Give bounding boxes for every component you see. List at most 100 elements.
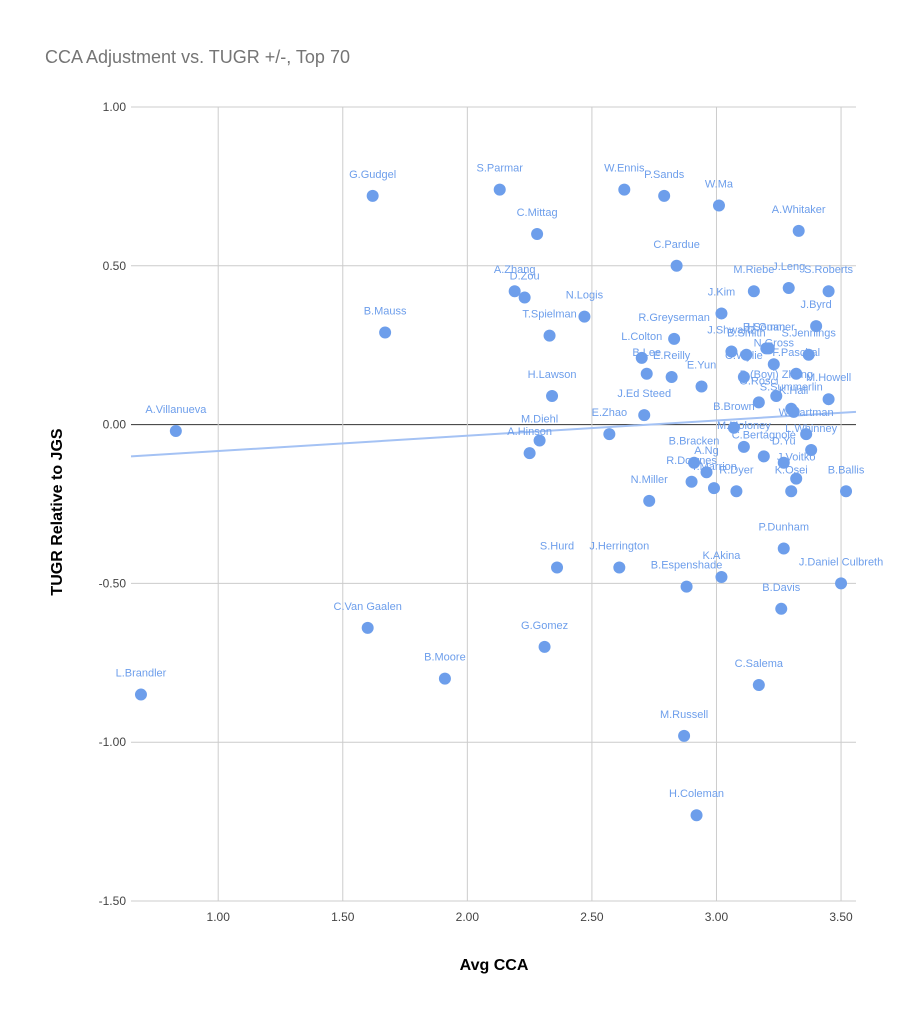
gridlines <box>131 106 856 902</box>
point-marker <box>775 602 788 615</box>
point-marker <box>638 409 651 422</box>
point-marker <box>640 367 653 380</box>
point-marker <box>169 424 182 437</box>
point-marker <box>670 259 683 272</box>
data-point: P.Dunham <box>758 521 809 555</box>
point-label: A.Zhang <box>494 264 536 276</box>
point-label: G.Rosci <box>739 375 778 387</box>
data-point: M.Riebe <box>733 264 774 298</box>
point-label: T.Spielman <box>522 309 576 321</box>
data-point: D.Yu <box>772 436 796 469</box>
point-marker <box>777 456 790 469</box>
point-marker <box>678 729 691 742</box>
point-label: W.Ma <box>705 178 734 190</box>
data-point: J.Ed Steed <box>617 388 671 422</box>
point-marker <box>800 428 813 441</box>
data-point: H.Lawson <box>528 369 577 403</box>
point-label: M.Diehl <box>521 413 558 425</box>
point-marker <box>805 444 818 457</box>
data-point: S.Jennings <box>781 328 836 361</box>
point-label: B.Ballis <box>828 464 865 476</box>
data-point: F.Paschal <box>772 347 820 380</box>
data-point: B.Smith <box>727 328 766 361</box>
point-marker <box>822 285 835 298</box>
x-tick-label: 1.00 <box>207 910 231 924</box>
point-marker <box>782 282 795 295</box>
point-label: E.Zhao <box>592 407 627 419</box>
point-label: B.Brown <box>713 401 755 413</box>
point-label: M.Howell <box>806 372 851 384</box>
point-marker <box>361 621 374 634</box>
data-point: B.Espenshade <box>651 560 722 593</box>
point-marker <box>730 485 743 498</box>
point-marker <box>707 482 720 495</box>
point-label: S.Parmar <box>476 163 523 175</box>
point-marker <box>533 434 546 447</box>
point-marker <box>752 396 765 409</box>
data-point: G.Rosci <box>739 375 778 409</box>
point-label: B.Smith <box>727 328 766 340</box>
point-marker <box>767 358 780 371</box>
point-label: D.Zou <box>510 271 540 283</box>
data-point: E.Zhao <box>592 407 627 441</box>
point-label: C.Bertagnole <box>732 429 796 441</box>
data-point: L.Colton <box>621 331 662 364</box>
data-point: C.Van Gaalen <box>334 601 402 634</box>
point-marker <box>695 380 708 393</box>
point-marker <box>523 447 536 460</box>
point-label: T.Marrion <box>691 461 737 473</box>
point-label: E.Reilly <box>653 350 691 362</box>
y-tick-label: 1.00 <box>103 100 127 114</box>
point-marker <box>578 310 591 323</box>
point-label: M.Russell <box>660 709 708 721</box>
point-marker <box>790 472 803 485</box>
data-point: A.Whitaker <box>772 204 826 237</box>
point-label: L.Colton <box>621 331 662 343</box>
point-marker <box>665 370 678 383</box>
point-label: C.Wylie <box>725 350 763 362</box>
trendline <box>130 410 857 458</box>
y-tick-label: -0.50 <box>99 576 127 590</box>
point-label: K.Hall <box>779 385 808 397</box>
x-tick-label: 3.50 <box>829 910 853 924</box>
point-label: H.Lawson <box>528 369 577 381</box>
data-point: B.Ballis <box>828 464 865 498</box>
data-point: A.Villanueva <box>145 404 207 437</box>
data-point: J.Voitko <box>777 452 815 485</box>
point-label: R.Greyserman <box>638 312 710 324</box>
data-point: L.Brandler <box>116 668 167 701</box>
data-point: G.Gudgel <box>349 169 396 202</box>
point-label: B.Bracken <box>669 436 720 448</box>
data-point: B.Bracken <box>669 436 720 469</box>
data-point: S.Roberts <box>804 264 854 298</box>
x-tick-label: 2.00 <box>456 910 480 924</box>
point-marker <box>790 367 803 380</box>
point-label: J.Byrd <box>801 299 832 311</box>
point-label: L.Brandler <box>116 668 167 680</box>
point-label: B.Moore <box>424 652 466 664</box>
data-point: E.Reilly <box>653 350 691 383</box>
point-label: C.Pardue <box>653 239 699 251</box>
point-label: A.Whitaker <box>772 204 826 216</box>
point-marker <box>740 348 753 361</box>
point-marker <box>603 428 616 441</box>
point-label: H.Coleman <box>669 788 724 800</box>
data-point: K.Osei <box>775 464 808 498</box>
data-point: S.Hurd <box>540 541 574 574</box>
point-marker <box>658 189 671 202</box>
point-label: C.Van Gaalen <box>334 601 402 613</box>
point-marker <box>785 485 798 498</box>
point-label: J.Ed Steed <box>617 388 671 400</box>
data-point: J.Shwartz <box>707 325 756 358</box>
y-tick-label: -1.00 <box>99 735 127 749</box>
point-label: R.Downes <box>666 455 717 467</box>
point-label: B.Lee <box>632 347 661 359</box>
point-marker <box>760 342 773 355</box>
point-marker <box>822 393 835 406</box>
point-marker <box>685 475 698 488</box>
point-marker <box>810 320 823 333</box>
point-label: M.Riebe <box>733 264 774 276</box>
data-point: R.Dyer <box>719 464 754 498</box>
data-point: B.(Boyi) Zhang <box>740 369 813 403</box>
